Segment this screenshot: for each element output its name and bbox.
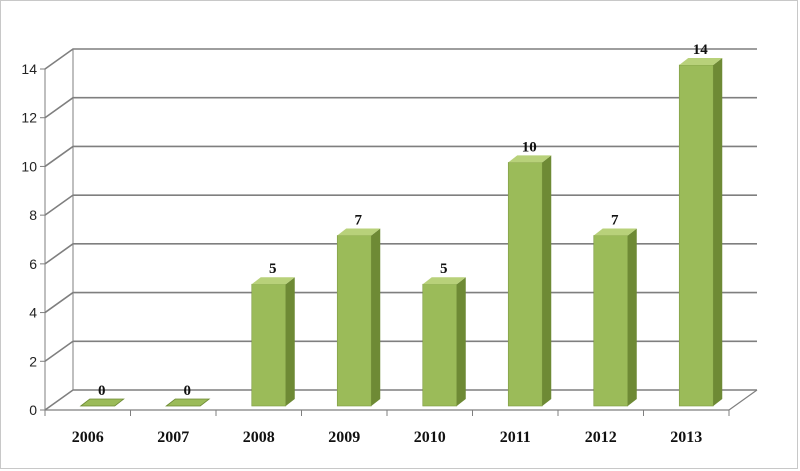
y-tick-label: 2 xyxy=(29,353,37,369)
data-label: 5 xyxy=(269,261,277,277)
bar xyxy=(593,228,637,407)
gridlines xyxy=(40,48,758,416)
y-axis-ticks: 0 2 4 6 8 10 12 14 xyxy=(21,61,37,418)
data-label: 7 xyxy=(611,213,619,229)
data-labels: 0 0 5 7 5 10 7 14 xyxy=(98,42,708,399)
data-label: 10 xyxy=(522,139,537,155)
x-tick-label: 2006 xyxy=(72,429,104,446)
bar xyxy=(422,277,466,407)
x-tick-label: 2009 xyxy=(328,429,360,446)
x-tick-label: 2011 xyxy=(500,429,531,446)
data-label: 7 xyxy=(355,213,363,229)
x-tick-label: 2013 xyxy=(670,429,702,446)
bar xyxy=(336,228,381,407)
y-tick-label: 14 xyxy=(21,61,37,77)
y-tick-label: 6 xyxy=(29,256,37,272)
x-tick-label: 2010 xyxy=(414,429,446,446)
data-label: 5 xyxy=(440,261,448,277)
data-label: 0 xyxy=(98,383,106,399)
bar xyxy=(251,277,295,407)
y-tick-label: 8 xyxy=(29,207,37,223)
data-label: 0 xyxy=(184,383,192,399)
gridline xyxy=(44,194,757,216)
y-tick-label: 10 xyxy=(21,158,37,174)
gridline xyxy=(44,145,757,168)
gridline xyxy=(44,96,757,119)
x-axis-labels: 2006 2007 2008 2009 2010 2011 2012 2013 xyxy=(72,429,703,446)
bar xyxy=(165,398,211,407)
floor-right-edge xyxy=(728,389,758,411)
data-label: 14 xyxy=(693,42,709,58)
bar xyxy=(79,398,125,407)
x-tick-label: 2012 xyxy=(585,429,617,446)
bars xyxy=(79,58,723,407)
gridline xyxy=(44,48,757,70)
y-tick-label: 12 xyxy=(21,110,37,126)
gridline xyxy=(44,389,757,411)
bar xyxy=(678,58,723,407)
gridline xyxy=(44,340,757,362)
x-tick-label: 2007 xyxy=(157,429,189,446)
y-tick-label: 4 xyxy=(29,305,37,321)
bar xyxy=(507,155,552,407)
gridline xyxy=(44,243,757,265)
gridline xyxy=(44,291,757,314)
y-tick-label: 0 xyxy=(29,402,37,418)
x-tick-label: 2008 xyxy=(243,429,275,446)
